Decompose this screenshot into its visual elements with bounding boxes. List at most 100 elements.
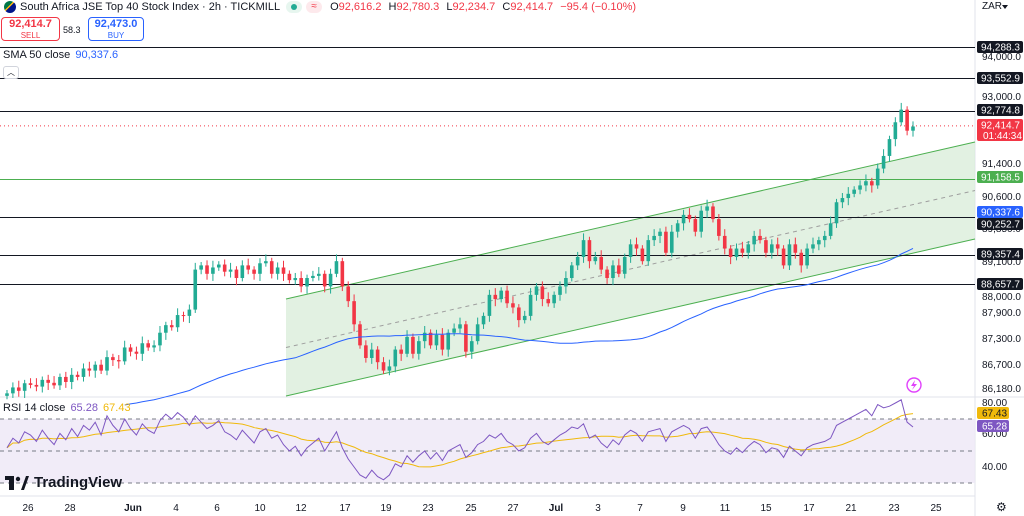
candle-body (658, 231, 662, 236)
candle-body (164, 325, 168, 333)
candle-body (422, 332, 427, 342)
candle-body (46, 379, 50, 383)
symbol-title[interactable]: South Africa JSE Top 40 Stock Index · 2h… (20, 1, 281, 13)
candle-body (911, 126, 915, 131)
candle-body (528, 294, 533, 316)
rsi-tick-label: 40.00 (982, 462, 1007, 473)
candle-body (664, 231, 668, 253)
candle-body (475, 324, 480, 342)
candle-body (140, 343, 145, 354)
candle-body (652, 235, 656, 241)
price-tick-label: 86,180.0 (982, 384, 1021, 395)
candle-body (334, 261, 339, 274)
sma-50-line (124, 247, 914, 406)
candle-body (464, 324, 468, 352)
price-tick-label: 91,400.0 (982, 159, 1021, 170)
candle-body (358, 324, 362, 346)
candle-body (569, 265, 574, 279)
candle-body (805, 248, 809, 266)
candle-body (134, 351, 139, 354)
candle-body (858, 185, 862, 190)
candle-body (617, 265, 621, 274)
candle-body (546, 299, 551, 304)
candle-body (317, 273, 321, 276)
time-tick-label: 27 (507, 503, 519, 514)
candle-body (575, 256, 580, 266)
candle-body (828, 223, 833, 236)
sma-legend[interactable]: SMA 50 close 90,337.6 (3, 49, 118, 61)
spread-value: 58.3 (63, 25, 81, 35)
candle-body (305, 278, 309, 287)
time-tick-label: 11 (720, 503, 731, 514)
price-badge (977, 218, 1023, 230)
change-value: −95.4 (−0.10%) (560, 1, 637, 13)
settings-gear-icon[interactable]: ⚙ (996, 500, 1007, 514)
rsi-badge (977, 407, 1009, 419)
candle-body (722, 235, 727, 249)
candle-body (105, 357, 109, 371)
candle-body (434, 334, 439, 346)
time-tick-label: 21 (845, 503, 857, 514)
candle-body (193, 269, 198, 310)
time-tick-label: 4 (173, 503, 179, 514)
candle-body (511, 303, 515, 308)
candle-body (634, 244, 639, 249)
candle-body (581, 240, 586, 257)
candle-body (787, 244, 792, 266)
low-value: 92,234.7 (452, 1, 496, 13)
candle-body (258, 263, 262, 274)
lightning-icon[interactable] (906, 377, 922, 393)
candle-body (187, 309, 192, 316)
price-badge (977, 278, 1023, 290)
rsi-ma-value: 67.43 (103, 402, 131, 414)
symbol-header: South Africa JSE Top 40 Stock Index · 2h… (0, 0, 975, 14)
rsi-tick-label: 80.00 (982, 398, 1007, 409)
lightning-icon-glyph[interactable] (911, 380, 917, 390)
candle-body (517, 307, 521, 321)
candle-body (505, 290, 509, 304)
price-badge (977, 119, 1023, 141)
candle-body (746, 244, 751, 253)
price-badge-text: 90,252.7 (981, 220, 1020, 231)
price-badge-text: 89,357.4 (981, 250, 1020, 261)
price-tick-label: 94,000.0 (982, 52, 1021, 63)
candle-body (717, 219, 721, 236)
price-badge (977, 206, 1023, 218)
data-wave-icon[interactable]: ≈ (306, 1, 323, 13)
time-tick-label: 23 (888, 503, 900, 514)
candle-body (793, 244, 798, 253)
candle-body (699, 210, 704, 232)
candle-body (740, 248, 745, 253)
candle-body (587, 240, 592, 262)
sell-button[interactable]: 92,414.7 SELL (1, 17, 60, 41)
buy-button[interactable]: 92,473.0 BUY (88, 17, 144, 41)
market-status-icon[interactable] (286, 1, 303, 13)
tradingview-logo-icon (5, 475, 29, 490)
candle-body (158, 332, 162, 346)
collapse-legend-button[interactable]: ︿ (3, 66, 19, 79)
sma-value: 90,337.6 (75, 49, 119, 61)
open-value: 92,616.2 (338, 1, 382, 13)
candle-body (522, 315, 527, 321)
candle-body (840, 198, 845, 203)
candle-body (116, 360, 121, 362)
candle-body (34, 384, 39, 387)
candle-body (152, 345, 156, 348)
candle-body (64, 376, 68, 382)
price-badge-text: 88,657.7 (981, 280, 1020, 291)
currency-selector[interactable]: ZAR (982, 1, 1008, 12)
candle-body (205, 265, 209, 274)
time-tick-label: 26 (22, 503, 34, 514)
candle-body (75, 374, 80, 377)
rsi-legend[interactable]: RSI 14 close 65.28 67.43 (3, 402, 131, 414)
candle-body (269, 261, 274, 274)
candle-body (240, 265, 245, 279)
candle-body (234, 269, 239, 279)
candle-body (775, 244, 780, 249)
candle-body (428, 332, 433, 346)
rsi-ma-line (6, 413, 914, 468)
candle-body (846, 193, 851, 199)
candle-body (781, 248, 786, 266)
candle-body (711, 206, 715, 220)
